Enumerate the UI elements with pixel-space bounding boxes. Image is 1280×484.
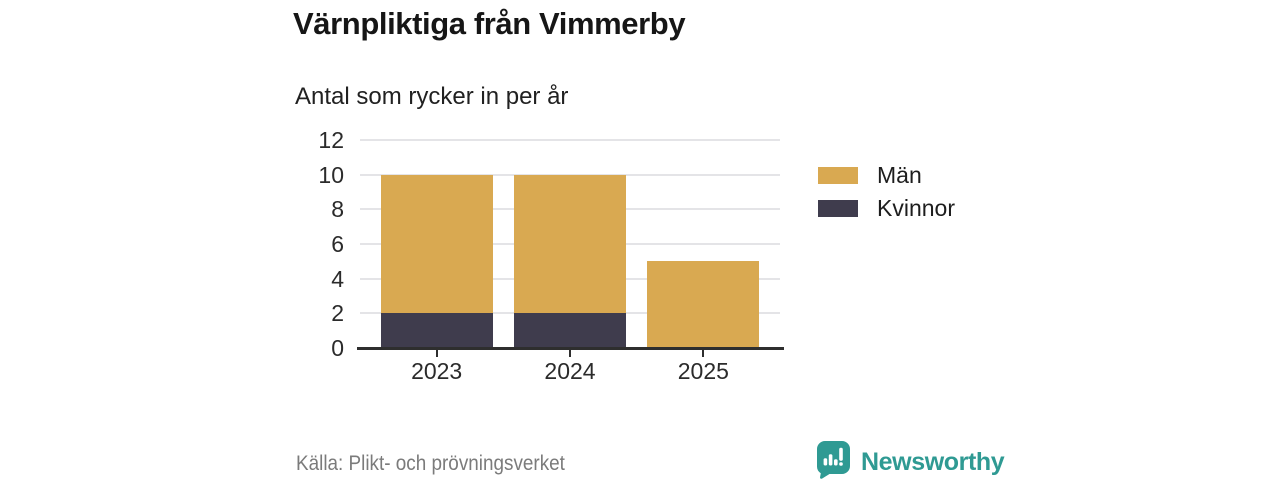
men-color-swatch xyxy=(818,166,858,184)
legend-item-women: Kvinnor xyxy=(818,195,955,221)
x-axis-tick-2025 xyxy=(702,350,705,357)
gridline-y-12 xyxy=(360,139,780,141)
y-tick-label-10: 10 xyxy=(318,161,344,188)
y-tick-label-12: 12 xyxy=(318,127,344,153)
newsworthy-wordmark: Newsworthy xyxy=(861,447,1005,476)
bar-segment-2025-män xyxy=(647,261,760,348)
y-tick-label-6: 6 xyxy=(331,231,344,257)
legend-label-women: Kvinnor xyxy=(877,195,955,221)
y-tick-label-0: 0 xyxy=(331,335,344,361)
women-color-swatch xyxy=(818,199,858,217)
source-note: Källa: Plikt- och prövningsverket xyxy=(296,452,565,475)
legend-label-men: Män xyxy=(877,162,922,188)
legend: Män Kvinnor xyxy=(818,162,955,228)
bar-chart-plot: 0 2 4 6 8 10 12 2023 2024 2025 xyxy=(318,127,784,384)
y-tick-label-4: 4 xyxy=(331,265,344,292)
bar-segment-2023-kvinnor xyxy=(380,313,493,348)
gridline-y-10 xyxy=(360,173,780,176)
x-tick-label-2023: 2023 xyxy=(411,358,463,384)
bar-segment-2024-kvinnor xyxy=(514,313,626,348)
bar-chart-speech-bubble-icon xyxy=(815,440,852,484)
bar-segment-2024-män xyxy=(514,174,626,314)
y-tick-label-8: 8 xyxy=(331,196,344,223)
newsworthy-logo: Newsworthy xyxy=(815,440,1005,484)
chart-title: Värnpliktiga från Vimmerby xyxy=(293,6,686,41)
legend-item-men: Män xyxy=(818,162,955,188)
x-tick-label-2025: 2025 xyxy=(677,358,729,384)
y-tick-label-2: 2 xyxy=(331,300,344,327)
x-axis-tick-2024 xyxy=(569,350,571,357)
bar-segment-2023-män xyxy=(380,174,493,314)
x-axis-line xyxy=(357,347,784,350)
x-axis-tick-2023 xyxy=(435,350,438,357)
x-tick-label-2024: 2024 xyxy=(544,358,596,384)
chart-subtitle: Antal som rycker in per år xyxy=(295,83,569,110)
